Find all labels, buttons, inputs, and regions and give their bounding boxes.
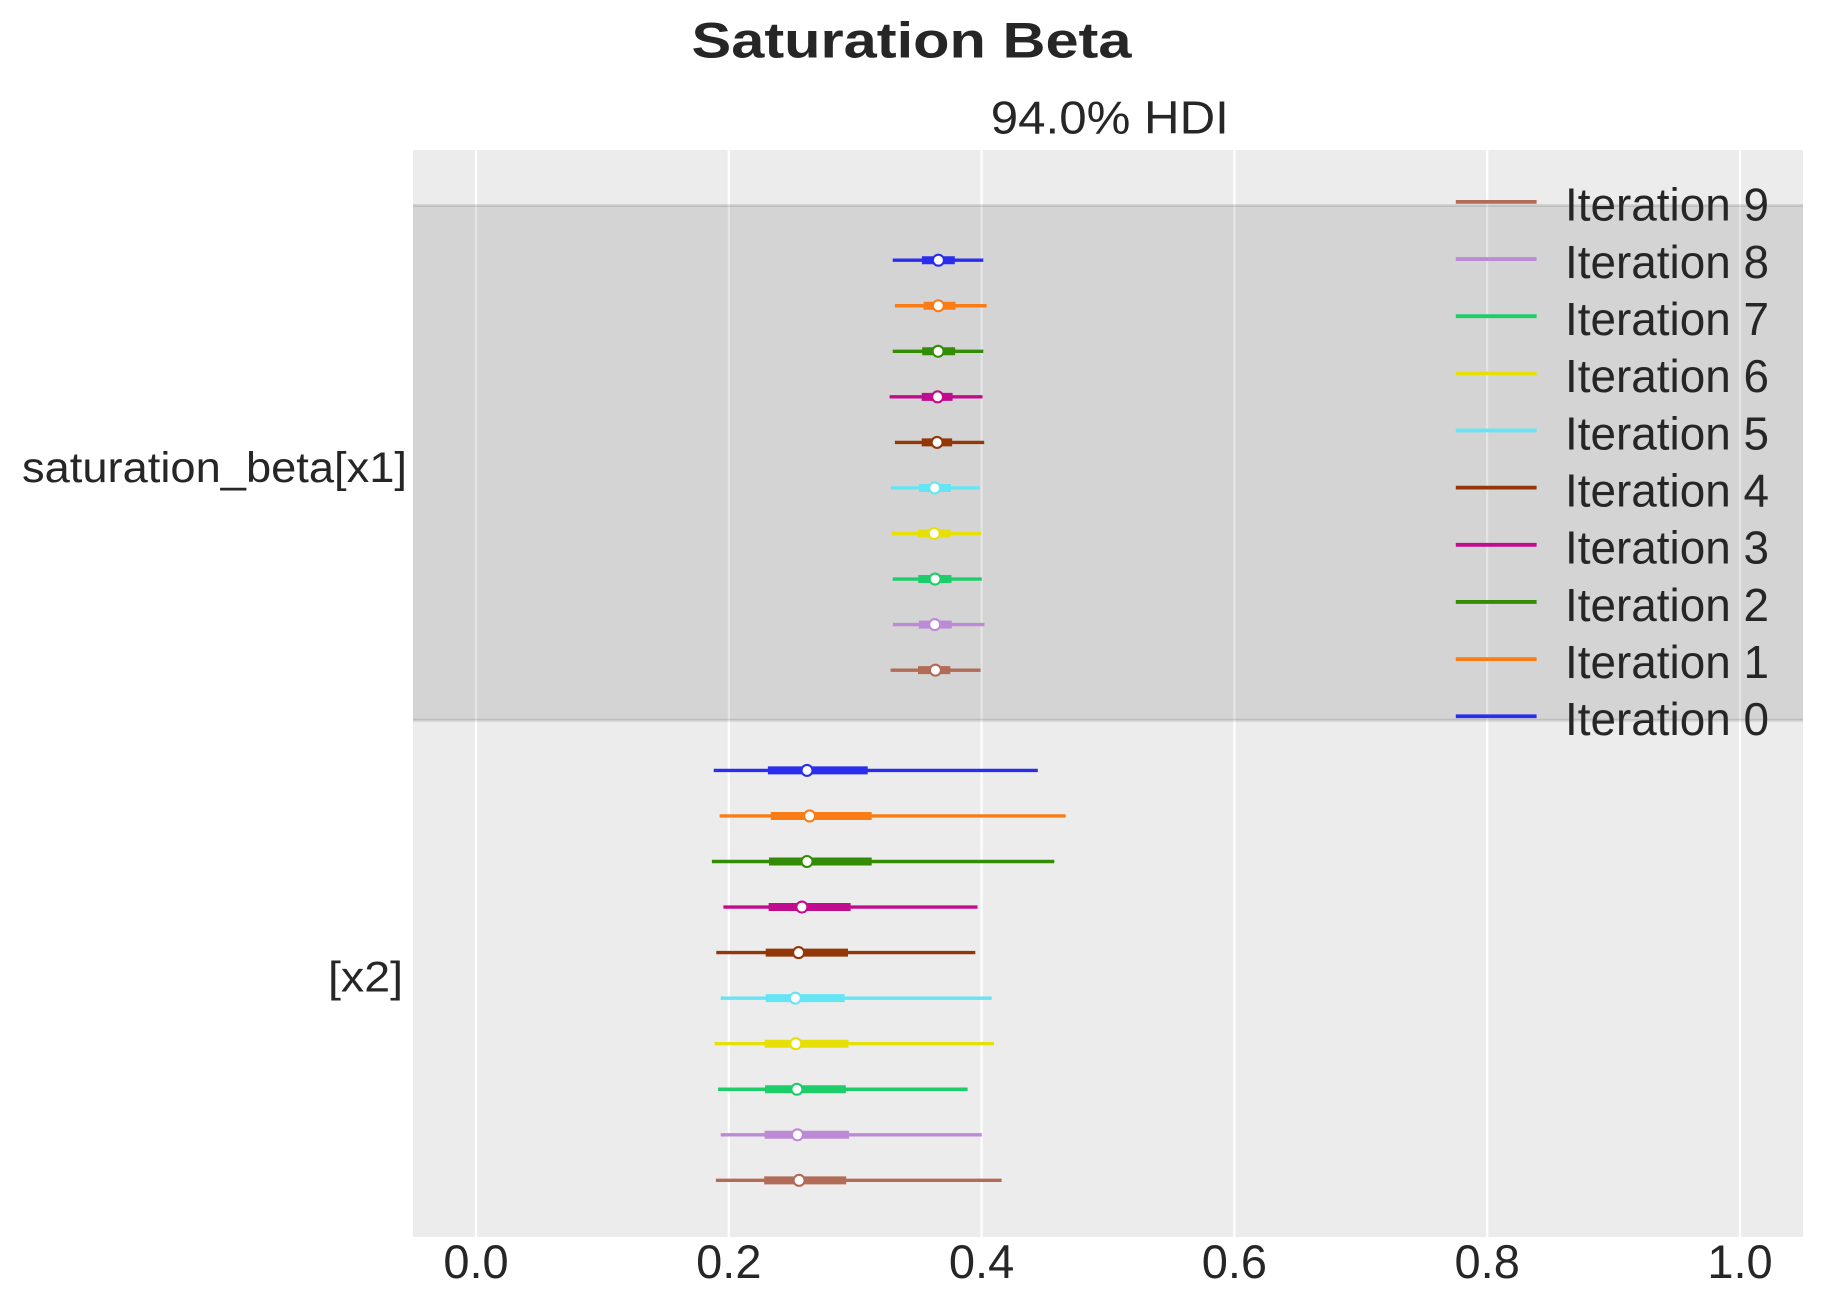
svg-text:0.8: 0.8: [1455, 1235, 1520, 1288]
svg-text:0.0: 0.0: [443, 1235, 508, 1288]
svg-text:Iteration 3: Iteration 3: [1565, 522, 1769, 574]
svg-text:[x2]: [x2]: [328, 953, 403, 1001]
svg-text:Iteration 7: Iteration 7: [1565, 293, 1769, 345]
svg-text:saturation_beta[x1]: saturation_beta[x1]: [22, 444, 407, 492]
svg-text:Iteration 6: Iteration 6: [1565, 350, 1769, 402]
svg-text:Iteration 8: Iteration 8: [1565, 236, 1769, 288]
svg-text:Iteration 9: Iteration 9: [1565, 179, 1769, 231]
svg-text:0.2: 0.2: [696, 1235, 761, 1288]
svg-text:Iteration 0: Iteration 0: [1565, 693, 1769, 745]
svg-text:0.6: 0.6: [1202, 1235, 1267, 1288]
svg-text:1.0: 1.0: [1707, 1235, 1772, 1288]
svg-text:Iteration 1: Iteration 1: [1565, 636, 1769, 688]
svg-text:Saturation Beta: Saturation Beta: [692, 13, 1133, 69]
svg-text:0.4: 0.4: [949, 1235, 1014, 1288]
svg-text:Iteration 2: Iteration 2: [1565, 579, 1769, 631]
svg-text:Iteration 4: Iteration 4: [1565, 464, 1769, 516]
svg-text:Iteration 5: Iteration 5: [1565, 407, 1769, 459]
svg-text:94.0% HDI: 94.0% HDI: [991, 92, 1229, 144]
